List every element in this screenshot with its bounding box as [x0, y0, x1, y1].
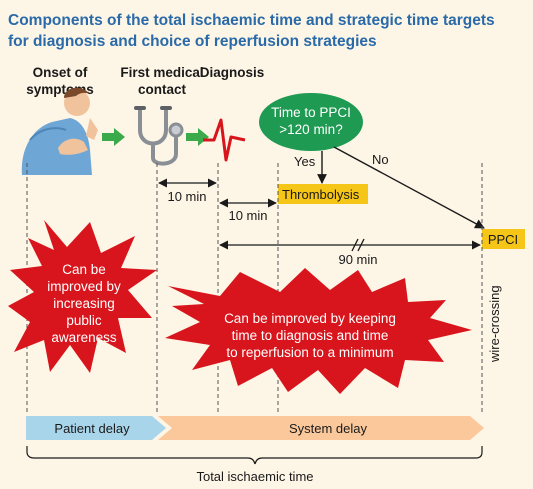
axis-break-icon: [351, 238, 365, 252]
burst-right: [165, 268, 472, 394]
burst-left-line-1: Can be: [62, 262, 106, 277]
interval-fmc-diagnosis-label: 10 min: [167, 189, 206, 204]
ppci-label: PPCI: [488, 232, 518, 247]
burst-left-line-2: improved by: [47, 279, 121, 294]
ecg-icon: [203, 118, 246, 162]
burst-left: [8, 220, 157, 373]
ppci-box: [482, 229, 525, 249]
decision-line-2: >120 min?: [279, 122, 342, 137]
yes-label: Yes: [294, 154, 316, 169]
patient-delay-bar: [26, 416, 166, 440]
stethoscope-icon: [134, 106, 184, 166]
burst-left-line-3: increasing: [53, 296, 115, 311]
thrombolysis-box: [278, 184, 368, 204]
green-arrow-1: [102, 128, 125, 146]
decision-node: [259, 93, 363, 151]
title-line-2: for diagnosis and choice of reperfusion …: [8, 33, 377, 50]
interval-diagnosis-thrombolysis-label: 10 min: [228, 208, 267, 223]
decision-line-1: Time to PPCI: [271, 105, 351, 120]
fmc-label-1: First medical: [120, 65, 203, 80]
timeline-guides: [26, 163, 483, 415]
system-delay-bar: [158, 416, 484, 440]
burst-right-line-3: to reperfusion to a minimum: [226, 345, 393, 360]
no-arrow: [333, 146, 485, 229]
interval-diagnosis-ppci-label: 90 min: [338, 252, 377, 267]
patient-delay-label: Patient delay: [54, 421, 130, 436]
total-bracket: [26, 446, 483, 465]
burst-right-line-2: time to diagnosis and time: [232, 328, 389, 343]
burst-left-line-4: public: [66, 313, 102, 328]
thrombolysis-label: Thrombolysis: [282, 187, 360, 202]
patient-icon: [21, 87, 98, 175]
green-arrow-2: [186, 128, 209, 146]
onset-label-1: Onset of: [33, 65, 88, 80]
title-line-1: Components of the total ischaemic time a…: [8, 12, 495, 29]
burst-right-line-1: Can be improved by keeping: [224, 311, 396, 326]
fmc-label-2: contact: [138, 82, 187, 97]
wire-crossing-label: wire-crossing: [487, 285, 502, 363]
total-ischaemic-time-label: Total ischaemic time: [196, 469, 313, 484]
no-label: No: [372, 152, 389, 167]
diagnosis-label: Diagnosis: [200, 65, 265, 80]
burst-left-line-5: awareness: [51, 330, 117, 345]
system-delay-label: System delay: [289, 421, 368, 436]
